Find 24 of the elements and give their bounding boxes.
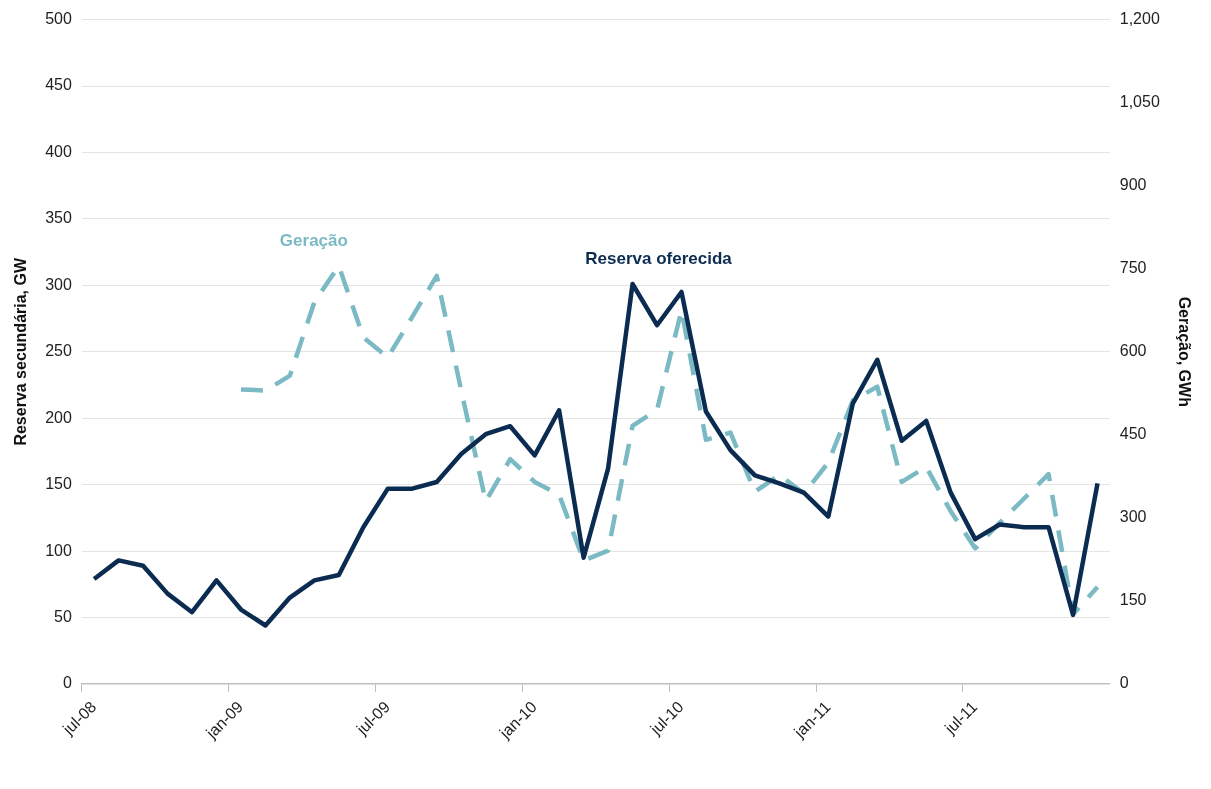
y2-tick-label: 750 (1119, 259, 1147, 277)
y-tick-label: 450 (45, 76, 72, 94)
y2-tick-label: 450 (1119, 425, 1147, 443)
y2-tick-label: 150 (1119, 591, 1147, 609)
y-tick-label: 350 (45, 209, 72, 227)
y2-tick-label: 300 (1119, 508, 1147, 526)
y-tick-label: 100 (45, 541, 72, 559)
y-tick-label: 500 (45, 10, 72, 28)
y2-tick-label: 1,050 (1119, 93, 1160, 111)
y-tick-label: 0 (62, 674, 72, 692)
y2-tick-label: 1,200 (1119, 10, 1160, 28)
text: Reserva oferecida (585, 249, 733, 269)
y2-tick-label: 900 (1119, 176, 1147, 194)
y-axis-title: Reserva secundária, GW (12, 257, 30, 446)
y2-tick-label: 0 (1119, 674, 1129, 692)
series-label: Geração (279, 231, 348, 251)
y-tick-label: 400 (45, 142, 72, 160)
y-tick-label: 200 (45, 408, 72, 426)
y-tick-label: 250 (45, 342, 72, 360)
y2-tick-label: 600 (1119, 342, 1147, 360)
y-tick-label: 300 (45, 275, 72, 293)
y-tick-label: 50 (54, 607, 72, 625)
y-tick-label: 150 (45, 475, 72, 493)
y2-axis-title: Geração, GWh (1175, 296, 1193, 407)
